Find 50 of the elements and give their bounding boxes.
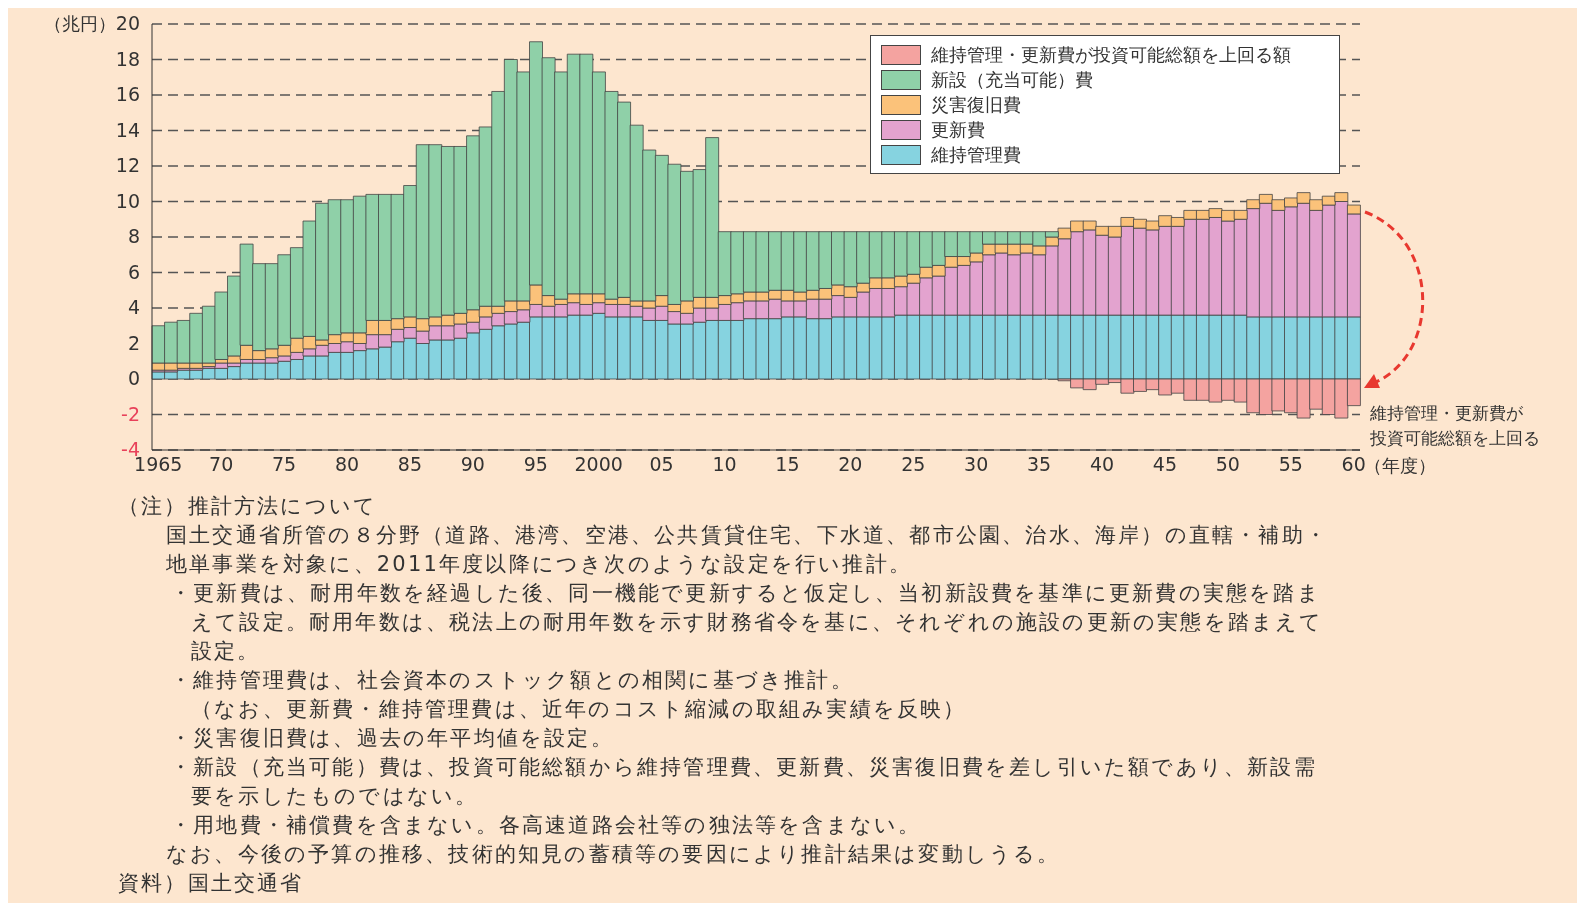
y-tick-label: 20	[115, 12, 140, 34]
text: ・更新費は、耐用年数を経過した後、同一機能で更新すると仮定し、当初新設費を基準に更新費の実態を踏まえて設定。耐用年数は、税法上の耐用年数を示す財務省令を基に、それぞれの施設の更新の実態を踏まえて設定。	[169, 580, 1325, 665]
x-tick-label: 20	[838, 453, 863, 476]
x-tick-label: 75	[272, 453, 297, 476]
y-tick-label: 8	[127, 225, 140, 247]
y-tick-label: 14	[115, 118, 140, 141]
text: 国土交通省所管の８分野（道路、港湾、空港、公共賃貸住宅、下水道、都市公園、治水、海岸）の直轄・補助・地単事業を対象に、2011年度以降につき次のような設定を行い推計。	[165, 522, 1329, 578]
y-tick-label: 4	[127, 296, 140, 318]
text: 投資可能総額を上回る	[1370, 427, 1540, 450]
y-tick-label: 12	[115, 154, 140, 176]
x-tick-label: 55	[1278, 453, 1303, 476]
x-tick-label: 35	[1027, 453, 1052, 476]
y-tick-label: 6	[127, 260, 140, 283]
legend-label: 災害復旧費	[931, 92, 1021, 117]
y-tick-label: 18	[115, 47, 140, 70]
text: ・維持管理費は、社会資本のストック額との相関に基づき推計。	[169, 667, 855, 694]
text: ・用地費・補償費を含まない。各高速道路会社等の独法等を含まない。	[169, 812, 923, 839]
text: （なお、更新費・維持管理費は、近年のコスト縮減の取組み実績を反映）	[190, 696, 968, 723]
text: なお、今後の予算の推移、技術的知見の蓄積等の要因により推計結果は変動しうる。	[165, 841, 1062, 868]
x-tick-label: 45	[1152, 453, 1178, 476]
x-tick-label: 2000	[574, 453, 623, 476]
x-tick-label: 30	[964, 453, 989, 476]
x-tick-label: 40	[1089, 453, 1115, 476]
y-axis-title: （兆円）	[44, 12, 116, 36]
legend-label: 維持管理費	[931, 142, 1021, 167]
legend-label: 新設（充当可能）費	[931, 67, 1093, 92]
x-tick-label: 15	[775, 453, 800, 476]
x-tick-label: 05	[649, 453, 674, 476]
x-axis-title: （年度）	[1364, 454, 1436, 478]
x-tick-label: 60	[1341, 453, 1366, 476]
text: 資料）国土交通省	[117, 870, 305, 897]
legend-label: 維持管理・更新費が投資可能総額を上回る額	[931, 42, 1291, 67]
x-tick-label: 90	[460, 453, 485, 476]
x-tick-label: 95	[523, 453, 548, 476]
text: （注）推計方法について	[117, 493, 379, 520]
x-tick-label: 80	[334, 453, 360, 476]
text: ・災害復旧費は、過去の年平均値を設定。	[169, 725, 615, 752]
x-tick-label: 25	[901, 453, 926, 476]
text: 維持管理・更新費が	[1370, 402, 1524, 425]
y-tick-label: 16	[115, 83, 140, 105]
y-tick-label: 2	[127, 331, 140, 354]
legend-label: 更新費	[931, 117, 985, 142]
text: ・新設（充当可能）費は、投資可能総額から維持管理費、更新費、災害復旧費を差し引いた額であり、新設需要を示したものではない。	[169, 754, 1318, 810]
x-tick-label: 10	[712, 453, 737, 476]
y-tick-label: -2	[121, 402, 140, 425]
x-tick-label: 85	[397, 453, 423, 476]
y-tick-label: 10	[115, 189, 140, 212]
y-tick-label: 0	[127, 367, 140, 389]
x-tick-label: 50	[1215, 453, 1240, 476]
x-tick-label: 70	[209, 453, 234, 476]
